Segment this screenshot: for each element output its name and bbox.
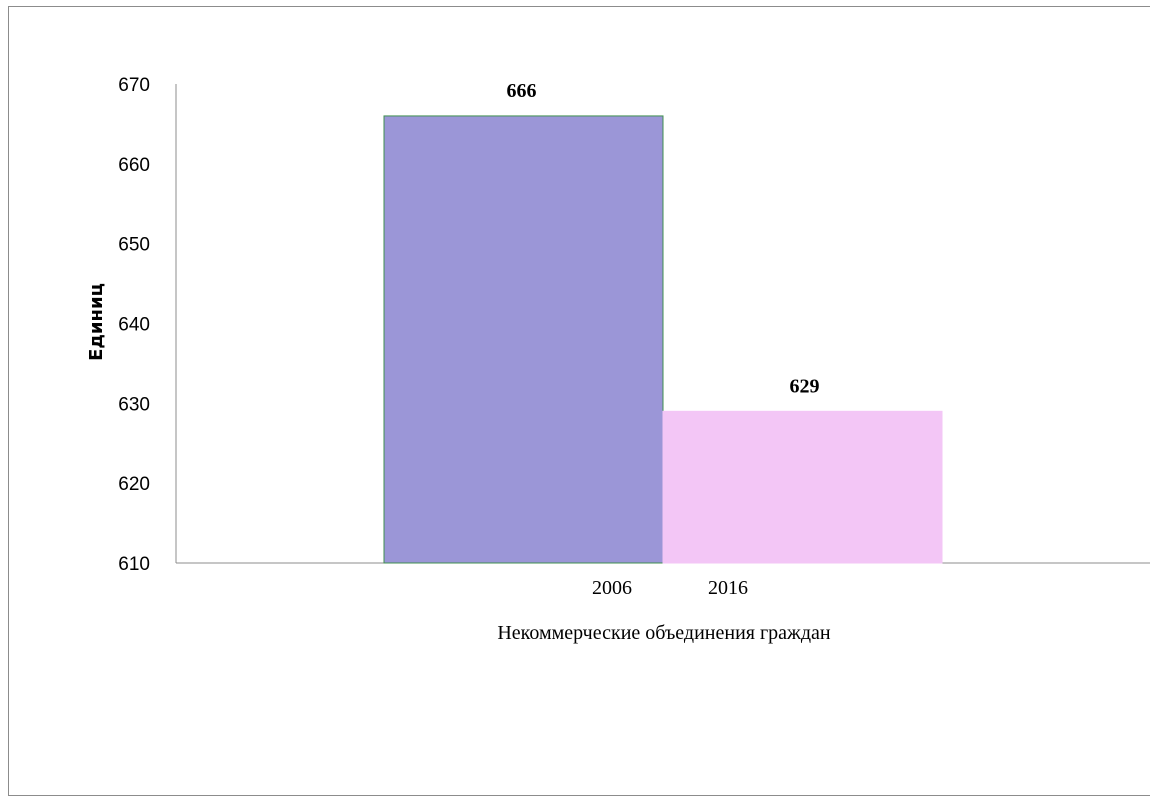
- data-label-2016: 629: [790, 375, 820, 397]
- y-tick-label: 640: [118, 315, 150, 336]
- bar-2006: [383, 115, 664, 564]
- y-tick-label: 620: [118, 474, 150, 495]
- y-tick-labels: 610 620 630 640 650 660 670: [118, 75, 150, 575]
- y-tick-label: 610: [118, 554, 150, 575]
- bar-2016: [662, 410, 943, 564]
- bars: [383, 115, 943, 564]
- bar-chart: 610 620 630 640 650 660 670 666 629 2006 2016 Ед…: [86, 75, 1150, 644]
- data-label-2006: 666: [507, 80, 537, 102]
- x-axis-label: Некоммерческие объединения граждан: [497, 622, 831, 644]
- y-tick-label: 630: [118, 394, 150, 415]
- y-axis-label: Единиц: [86, 283, 107, 361]
- data-labels: 666 629: [507, 80, 820, 397]
- x-tick-labels: 2006 2016: [592, 577, 748, 599]
- y-tick-label: 670: [118, 75, 150, 96]
- x-tick-label-2006: 2006: [592, 577, 632, 599]
- y-tick-label: 650: [118, 235, 150, 256]
- y-tick-label: 660: [118, 155, 150, 176]
- x-tick-label-2016: 2016: [708, 577, 748, 599]
